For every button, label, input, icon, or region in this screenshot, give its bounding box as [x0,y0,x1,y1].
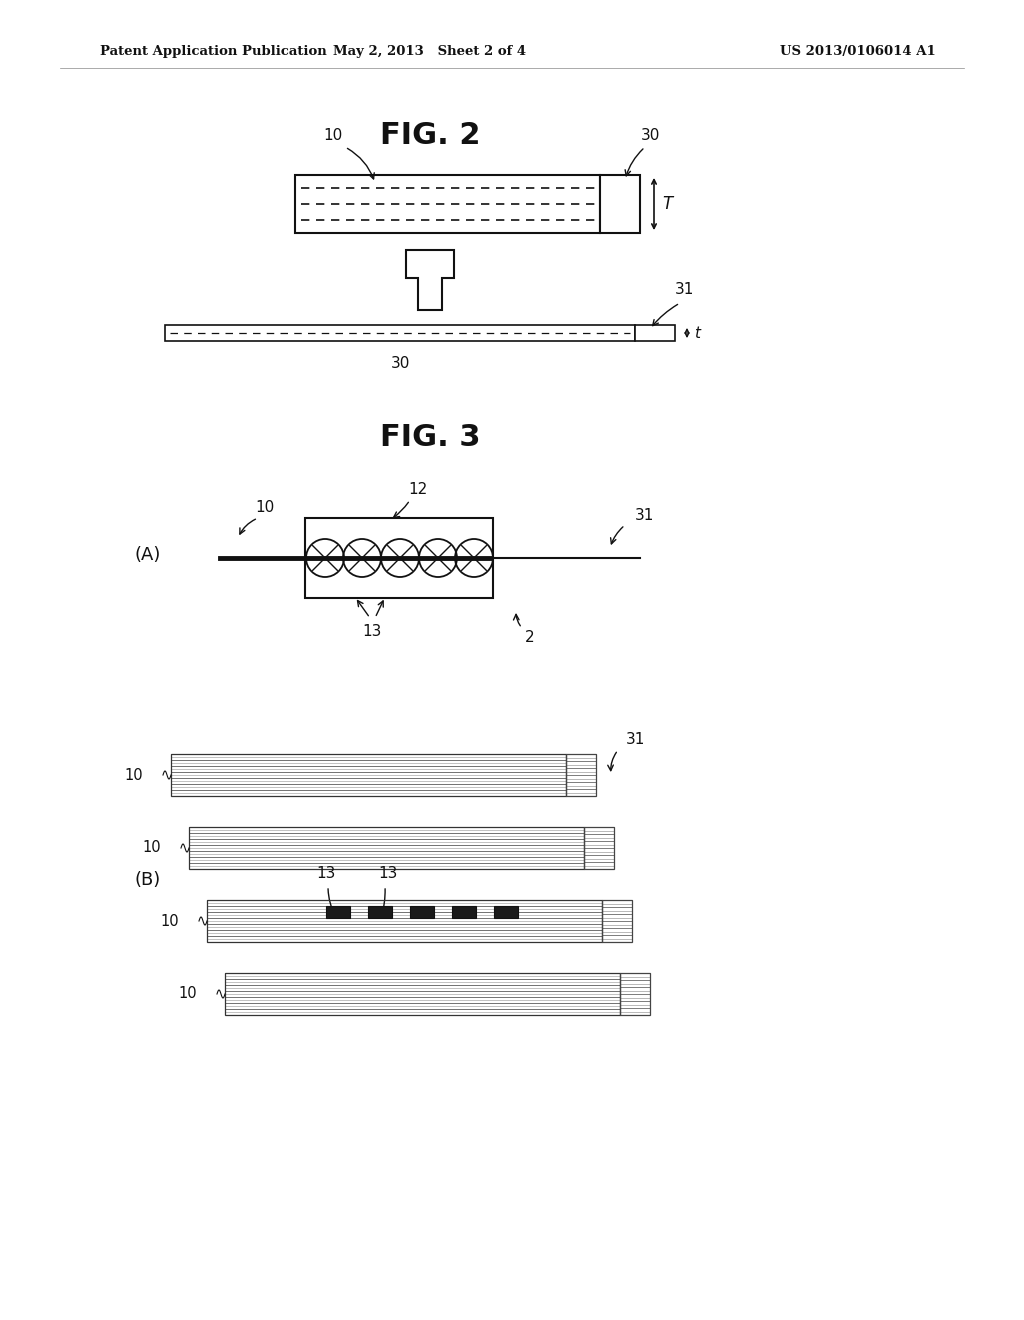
Bar [295,176,600,234]
Bar [410,906,434,917]
Bar [225,973,620,1015]
Text: 13: 13 [378,866,397,882]
Bar [207,900,602,942]
Text: (B): (B) [135,871,161,888]
Text: 2: 2 [525,631,535,645]
Bar [305,517,493,598]
Bar [189,828,584,869]
Text: T: T [662,195,672,213]
Bar [494,906,518,917]
Text: 30: 30 [390,355,410,371]
Bar [171,754,566,796]
Text: May 2, 2013   Sheet 2 of 4: May 2, 2013 Sheet 2 of 4 [334,45,526,58]
Text: 31: 31 [626,733,645,747]
Bar [635,325,675,341]
Text: 10: 10 [161,913,179,928]
Bar [620,973,650,1015]
Text: FIG. 2: FIG. 2 [380,120,480,149]
Bar [566,754,596,796]
Text: 31: 31 [675,282,694,297]
Text: 30: 30 [640,128,659,143]
Text: FIG. 3: FIG. 3 [380,424,480,453]
Text: 10: 10 [178,986,197,1002]
Bar [600,176,640,234]
Text: 10: 10 [124,767,143,783]
Text: 10: 10 [142,841,161,855]
Text: 13: 13 [316,866,336,882]
Text: t: t [694,326,700,341]
Bar [326,906,350,917]
Text: 10: 10 [255,499,274,515]
Bar [368,906,392,917]
Text: Patent Application Publication: Patent Application Publication [100,45,327,58]
Bar [584,828,614,869]
Text: US 2013/0106014 A1: US 2013/0106014 A1 [780,45,936,58]
Polygon shape [406,249,454,310]
Bar [602,900,632,942]
Text: 31: 31 [635,507,654,523]
Text: 12: 12 [409,483,428,498]
Text: (A): (A) [135,546,161,564]
Bar [165,325,635,341]
Bar [452,906,476,917]
Text: 13: 13 [362,624,382,639]
Text: 10: 10 [324,128,343,143]
